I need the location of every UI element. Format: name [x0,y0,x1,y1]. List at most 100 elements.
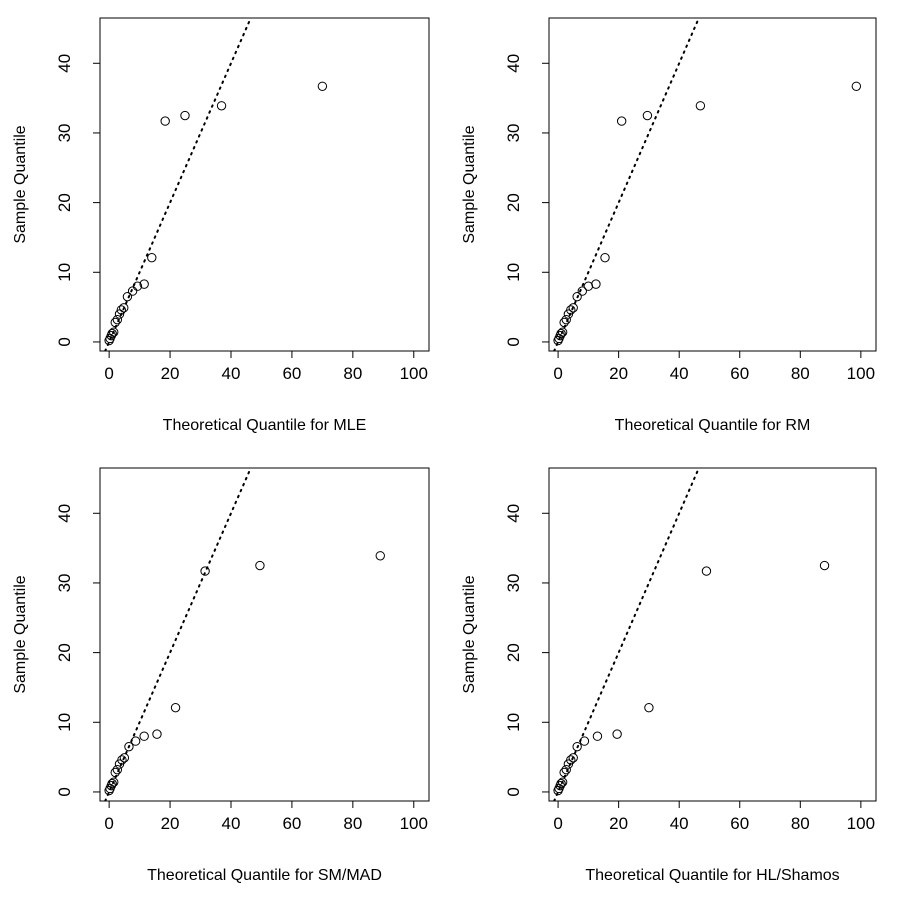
y-tick-label: 30 [55,123,74,142]
data-point [114,309,125,319]
data-point [170,702,181,713]
y-tick-label: 20 [504,193,523,212]
data-point [695,101,706,111]
data-point [132,281,143,291]
y-axis-title: Sample Quantile [12,575,29,693]
x-tick-label: 40 [222,364,241,383]
data-point [566,305,576,315]
x-axis-title: Theoretical Quantile for MLE [163,417,367,434]
data-point [109,327,119,337]
x-tick-label: 0 [553,364,562,383]
x-tick-label: 100 [400,814,428,833]
reference-line [104,468,252,801]
data-point [124,741,134,752]
data-point [139,731,149,741]
y-tick-label: 20 [504,643,523,662]
plot-frame [548,467,877,802]
data-point [127,286,138,296]
data-point [130,736,141,746]
data-point [160,116,170,126]
reference-line [553,468,700,801]
data-point [180,110,190,121]
x-axis-title: Theoretical Quantile for HL/Shamos [585,867,839,884]
qq-panel-mle: 0 20 40 60 80 100 0 10 20 30 40 Theoretical Quantil… [12,17,430,434]
x-tick-label: 20 [609,364,628,383]
x-tick-label: 20 [609,814,628,833]
data-point [851,81,862,91]
y-tick-label: 30 [504,123,523,142]
x-tick-label: 100 [400,364,428,383]
reference-line [104,18,252,351]
data-point [112,314,123,325]
y-axis-title: Sample Quantile [461,125,478,243]
y-tick-label: 0 [504,787,523,796]
data-point [110,317,120,328]
y-tick-label: 40 [55,54,74,73]
qq-panel-rm: 0 20 40 60 80 100 0 10 20 30 40 Theoretical Quantil… [461,17,877,434]
x-tick-label: 20 [161,814,180,833]
data-point [561,314,571,325]
qq-panel-hl-shamos: 0 20 40 60 80 100 0 10 20 30 40 Theoretical Quantil… [461,467,877,884]
y-tick-label: 40 [504,54,523,73]
x-tick-label: 60 [282,814,301,833]
x-tick-label: 20 [161,364,180,383]
data-point [109,777,119,787]
y-tick-label: 20 [55,193,74,212]
data-point [200,566,210,576]
data-point [612,729,622,739]
data-point [592,731,603,741]
y-tick-label: 10 [504,263,523,282]
data-point [117,755,127,765]
data-point [139,279,149,289]
plot-frame [99,467,430,802]
data-point [556,778,566,789]
data-point [119,753,130,763]
y-tick-label: 30 [504,573,523,592]
data-point [616,116,627,126]
data-point [566,755,576,765]
data-point [568,303,578,313]
plot-frame [99,17,430,352]
data-point [110,767,120,778]
data-point [122,291,133,302]
data-point [557,327,568,337]
x-tick-label: 60 [730,364,749,383]
x-tick-label: 80 [791,364,810,383]
data-point [557,777,568,787]
y-tick-label: 30 [55,573,74,592]
data-point [644,702,654,713]
data-point [568,753,578,763]
x-tick-label: 0 [553,814,562,833]
data-point [556,328,566,339]
data-point [701,566,712,576]
x-tick-label: 0 [104,814,113,833]
data-point [579,736,590,746]
x-tick-label: 40 [222,814,241,833]
data-point [559,767,569,778]
data-point [107,328,117,339]
data-point [375,551,385,561]
data-point [642,110,653,121]
x-tick-label: 60 [282,364,301,383]
data-point [147,252,157,263]
data-point [572,291,582,302]
data-point [119,303,129,313]
y-axis-title: Sample Quantile [461,575,478,693]
y-tick-label: 20 [55,643,74,662]
data-point [572,741,582,752]
plot-frame [548,17,877,352]
data-point [255,560,265,571]
data-point [216,101,227,111]
data-point [819,560,830,571]
x-tick-label: 100 [847,814,875,833]
y-tick-label: 40 [504,504,523,523]
data-point [583,281,594,291]
y-tick-label: 40 [55,504,74,523]
x-tick-label: 60 [730,814,749,833]
y-tick-label: 0 [55,787,74,796]
data-point [116,305,127,315]
x-axis-title: Theoretical Quantile for SM/MAD [147,867,382,884]
data-point [600,252,610,263]
y-tick-label: 10 [55,713,74,732]
